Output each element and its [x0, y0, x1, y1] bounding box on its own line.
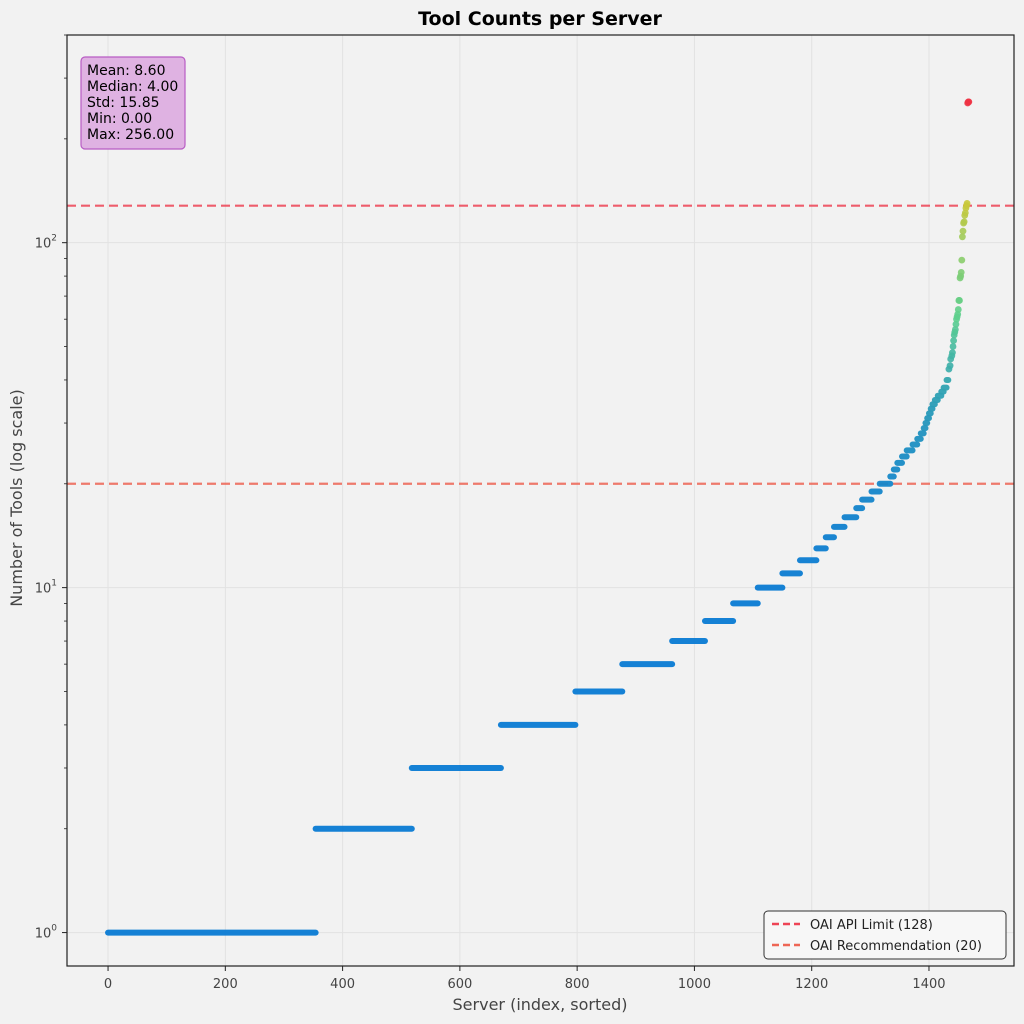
data-point	[954, 306, 962, 313]
data-point	[963, 199, 971, 207]
x-tick-label: 200	[213, 977, 238, 992]
data-points	[105, 98, 973, 936]
data-point	[959, 227, 967, 235]
stats-min: Min: 0.00	[87, 111, 152, 127]
data-point	[958, 256, 966, 264]
data-point	[965, 98, 973, 106]
stats-mean: Mean: 8.60	[87, 63, 165, 79]
legend-label-recommendation: OAI Recommendation (20)	[810, 939, 982, 954]
x-tick-label: 400	[330, 977, 355, 992]
reference-lines	[67, 204, 1014, 485]
data-point	[952, 320, 960, 328]
x-tick-label: 0	[104, 977, 112, 992]
y-tick-label: 101	[35, 579, 57, 597]
chart-title: Tool Counts per Server	[418, 8, 662, 30]
x-tick-label: 1400	[912, 977, 945, 992]
data-point	[950, 337, 958, 345]
data-point	[960, 218, 968, 226]
y-tick-label: 102	[35, 234, 57, 252]
data-point	[951, 326, 959, 333]
y-axis-label: Number of Tools (log scale)	[7, 389, 26, 607]
data-point	[946, 362, 954, 370]
data-point	[958, 233, 966, 241]
data-point	[956, 297, 963, 304]
legend-label-api-limit: OAI API Limit (128)	[810, 918, 933, 933]
gridlines	[67, 35, 1014, 966]
stats-box: Mean: 8.60 Median: 4.00 Std: 15.85 Min: …	[80, 56, 186, 150]
x-tick-label: 1200	[795, 977, 828, 992]
legend: OAI API Limit (128) OAI Recommendation (…	[763, 910, 1007, 960]
x-tick-label: 600	[447, 977, 472, 992]
data-point	[949, 349, 956, 357]
stats-box-background	[80, 56, 186, 150]
x-axis-label: Server (index, sorted)	[453, 995, 628, 1014]
y-tick-label: 100	[35, 924, 58, 942]
x-tick-label: 800	[565, 977, 590, 992]
plot-frame	[66, 34, 1015, 967]
data-point	[949, 343, 957, 350]
x-tick-label: 1000	[678, 977, 711, 992]
legend-box	[763, 910, 1007, 960]
stats-std: Std: 15.85	[87, 95, 160, 111]
data-point	[957, 269, 965, 276]
axis-ticks: 0 200 400 600 800 1000 1200 1400 100 101 102	[35, 34, 946, 992]
stats-max: Max: 256.00	[87, 127, 174, 143]
stats-median: Median: 4.00	[87, 79, 178, 95]
